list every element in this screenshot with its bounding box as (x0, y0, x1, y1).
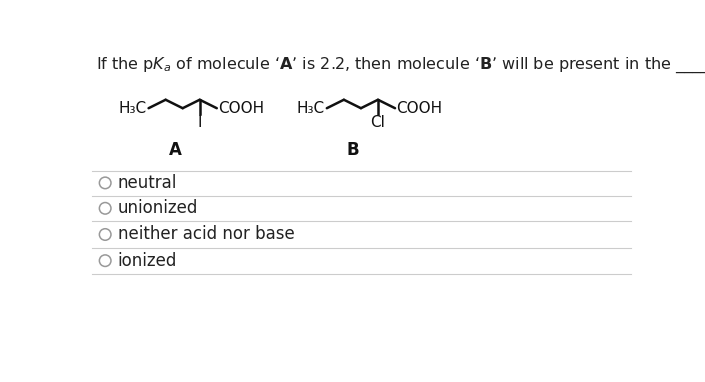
Text: neither acid nor base: neither acid nor base (118, 225, 294, 243)
Text: H₃C: H₃C (296, 101, 324, 116)
Text: Cl: Cl (371, 115, 386, 130)
Text: COOH: COOH (219, 101, 264, 116)
Text: A: A (168, 141, 181, 159)
Text: unionized: unionized (118, 199, 198, 217)
Text: neutral: neutral (118, 174, 177, 192)
Text: COOH: COOH (397, 101, 443, 116)
Text: ionized: ionized (118, 252, 177, 270)
Text: H₃C: H₃C (118, 101, 146, 116)
Text: If the p$K_a$ of molecule ‘$\bf{A}$’ is 2.2, then molecule ‘$\bf{B}$’ will be pr: If the p$K_a$ of molecule ‘$\bf{A}$’ is … (96, 56, 705, 75)
Text: B: B (347, 141, 360, 159)
Text: I: I (197, 115, 202, 130)
